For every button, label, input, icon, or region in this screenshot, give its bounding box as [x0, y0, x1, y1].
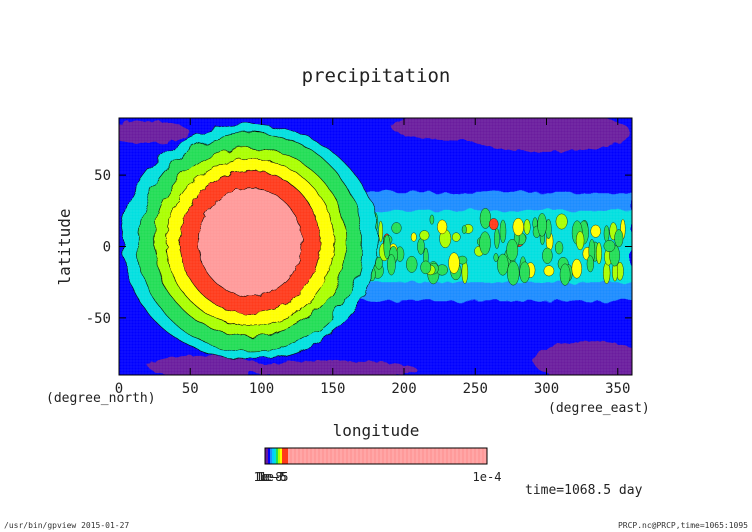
convective-cell	[586, 255, 594, 273]
convective-cell	[493, 253, 499, 262]
convective-cell	[437, 219, 448, 235]
colorbar-label-left: 1e-8	[254, 470, 283, 484]
x-tick-label: 200	[391, 381, 416, 397]
colorbar-segment	[272, 448, 274, 464]
contour-band	[197, 188, 303, 297]
colorbar: 1e-81e-71e-61e-5	[254, 447, 488, 484]
convective-cell	[479, 231, 491, 255]
x-tick-label: 300	[534, 381, 559, 397]
x-tick-label: 350	[605, 381, 630, 397]
convective-cell	[596, 242, 602, 265]
polar-patch	[533, 341, 632, 375]
convective-cell	[378, 220, 383, 243]
convective-cell	[571, 258, 583, 279]
colorbar-segment	[270, 448, 272, 464]
convective-cell	[419, 230, 430, 241]
polar-patch	[148, 355, 261, 375]
convective-cell	[603, 240, 616, 252]
plot-area	[119, 118, 632, 375]
colorbar-segment	[278, 448, 280, 464]
colorbar-segment	[276, 448, 278, 464]
colorbar-frame	[264, 447, 488, 465]
colorbar-segment	[265, 448, 268, 464]
convective-cell	[614, 229, 624, 248]
y-axis-unit: (degree_north)	[46, 391, 156, 406]
convective-cell	[461, 225, 467, 234]
x-tick-label: 100	[249, 381, 274, 397]
chart-title: precipitation	[302, 65, 451, 87]
colorbar-label-right: 1e-4	[473, 470, 502, 484]
y-tick-label: 50	[94, 168, 111, 184]
colorbar-segment	[288, 448, 487, 464]
y-tick-label: -50	[86, 311, 111, 327]
convective-cell	[383, 234, 391, 259]
convective-cell	[448, 252, 460, 274]
polar-patch	[119, 121, 190, 144]
y-axis-label: latitude	[55, 208, 74, 285]
convective-cell	[387, 254, 396, 276]
convective-cell	[406, 255, 418, 273]
colorbar-segment	[268, 448, 270, 464]
convective-cell	[410, 232, 417, 242]
convective-cell	[542, 247, 553, 264]
x-tick-label: 150	[320, 381, 345, 397]
convective-cell	[489, 218, 499, 231]
polar-patch	[391, 118, 531, 141]
footer-left: /usr/bin/gpview 2015-01-27	[4, 521, 130, 530]
convective-cell	[519, 261, 530, 284]
convective-cell	[420, 260, 432, 275]
convective-cell	[499, 219, 507, 244]
convective-cell	[590, 224, 601, 238]
x-axis: 0 50 100 150 200 250 300 350	[115, 118, 630, 397]
convective-cell	[543, 265, 555, 277]
convective-cell	[497, 253, 509, 276]
x-axis-label: longitude	[333, 421, 420, 440]
convective-cell	[554, 241, 564, 255]
convective-cell	[391, 222, 402, 234]
colorbar-label-left: 1e-7	[256, 470, 285, 484]
x-tick-label: 250	[463, 381, 488, 397]
y-tick-label: 0	[103, 240, 111, 256]
y-axis: -50 0 50	[86, 168, 632, 327]
convective-cell	[559, 263, 571, 286]
convective-cell	[537, 213, 547, 237]
colorbar-segment	[280, 448, 282, 464]
colorbar-segment	[274, 448, 276, 464]
convective-cell	[523, 219, 531, 235]
x-tick-label: 0	[115, 381, 123, 397]
convective-cell	[555, 213, 568, 230]
polar-patch	[248, 360, 417, 375]
convective-cell	[512, 218, 524, 236]
footer-right: PRCP.nc@PRCP,time=1065:1095	[617, 521, 748, 530]
colorbar-label-left: 1e-6	[258, 470, 287, 484]
time-annotation: time=1068.5 day	[525, 483, 643, 498]
convective-cell	[451, 232, 461, 242]
convective-cell	[429, 214, 435, 225]
colorbar-label-left: 1e-5	[260, 470, 289, 484]
convective-cell	[479, 208, 492, 229]
convective-cell	[494, 228, 500, 249]
x-tick-label: 50	[182, 381, 199, 397]
convective-cell	[506, 239, 519, 262]
convective-cell	[575, 231, 585, 251]
convective-cell	[507, 261, 520, 286]
contour-fill	[119, 118, 632, 375]
colorbar-segment	[282, 448, 288, 464]
x-axis-unit: (degree_east)	[548, 401, 650, 416]
